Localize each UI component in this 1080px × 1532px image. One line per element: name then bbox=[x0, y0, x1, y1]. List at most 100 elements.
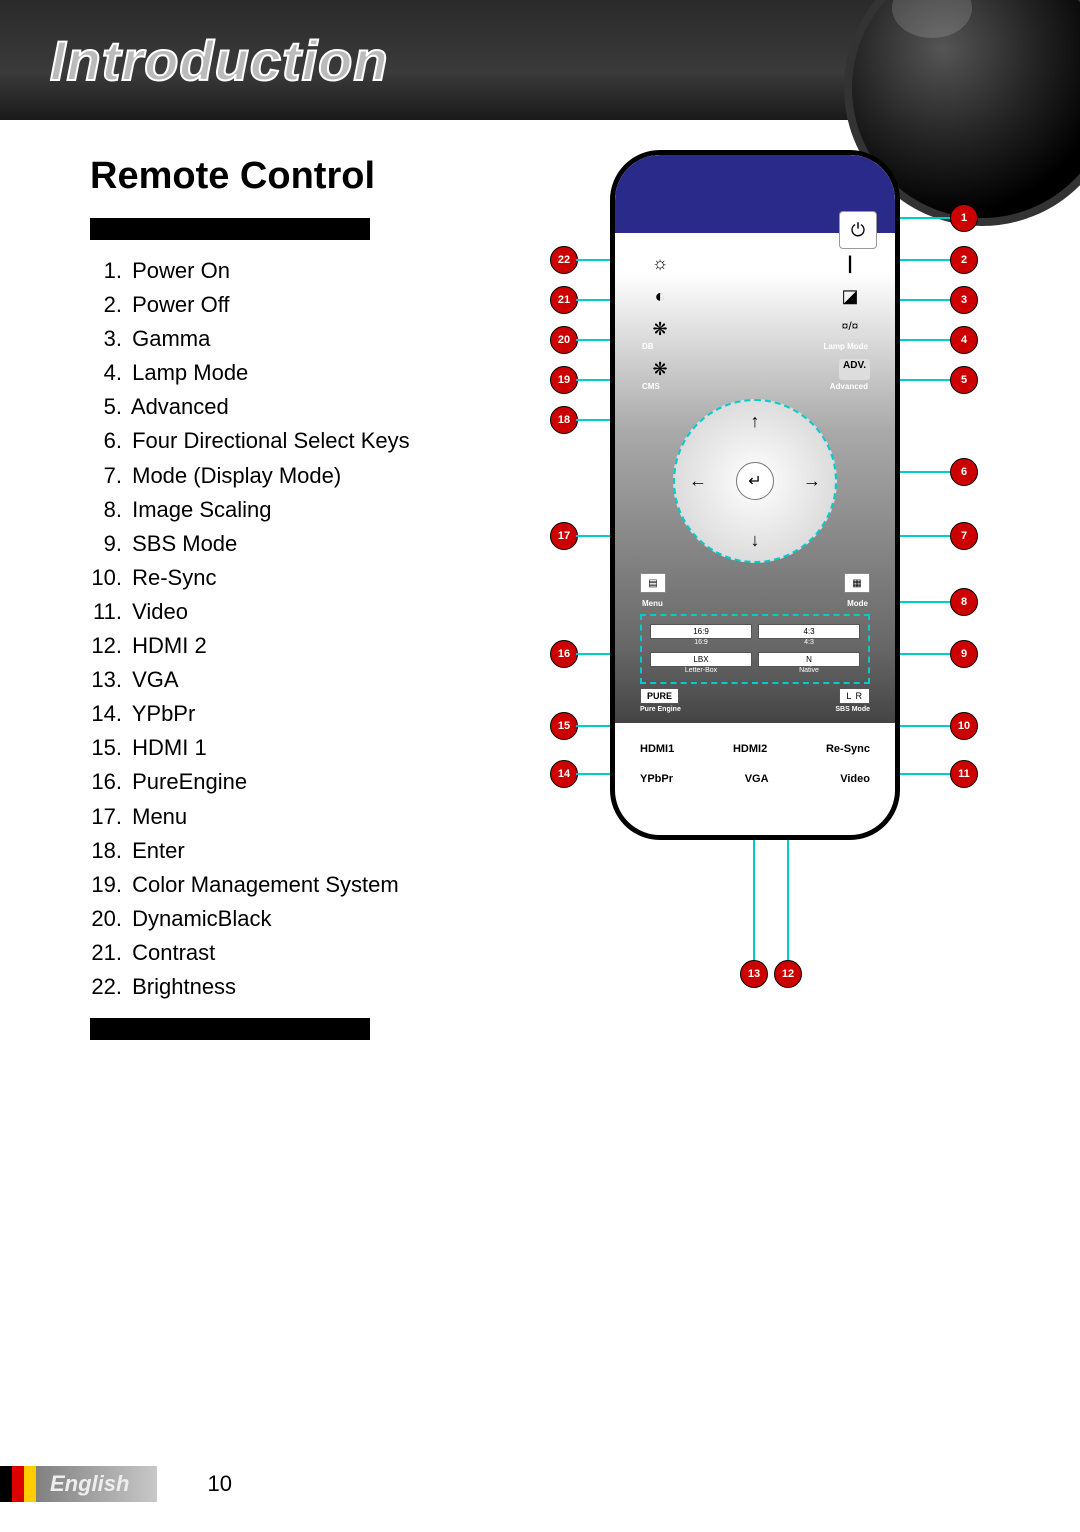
callout-8: 8 bbox=[950, 588, 978, 616]
callout-9: 9 bbox=[950, 640, 978, 668]
lamp-mode-button[interactable]: ¤/¤ bbox=[830, 319, 870, 340]
list-item: 22. Brightness bbox=[90, 970, 530, 1004]
hdmi1-button[interactable]: HDMI1 bbox=[640, 743, 674, 755]
cms-button[interactable]: ❋ bbox=[640, 359, 680, 380]
arrow-down-button[interactable]: ↓ bbox=[751, 530, 760, 551]
flag-icon bbox=[0, 1466, 36, 1502]
callout-3: 3 bbox=[950, 286, 978, 314]
callout-15: 15 bbox=[550, 712, 578, 740]
mode-label: Mode bbox=[847, 599, 868, 608]
sbs-mode-button[interactable]: L R bbox=[839, 688, 870, 704]
callout-2: 2 bbox=[950, 246, 978, 274]
dynamicblack-button[interactable]: ❋ bbox=[640, 319, 680, 340]
arrow-left-button[interactable]: ← bbox=[689, 471, 707, 492]
hdmi2-button[interactable]: HDMI2 bbox=[733, 743, 767, 755]
advanced-button[interactable]: ADV. bbox=[839, 359, 870, 380]
vga-button[interactable]: VGA bbox=[745, 773, 769, 785]
4-3-button[interactable]: 4:3 bbox=[758, 624, 860, 639]
resync-button[interactable]: Re-Sync bbox=[826, 743, 870, 755]
pureengine-button[interactable]: PURE bbox=[640, 688, 679, 704]
pureengine-label: Pure Engine bbox=[640, 706, 681, 713]
list-item: 1. Power On bbox=[90, 254, 530, 288]
db-label: DB bbox=[642, 342, 654, 351]
list-item: 21. Contrast bbox=[90, 936, 530, 970]
decorative-bar-bottom bbox=[90, 1018, 370, 1040]
power-off-button[interactable]: | bbox=[830, 253, 870, 274]
directional-pad[interactable]: ↑ ↓ ← → ↵ bbox=[673, 399, 837, 563]
contrast-button[interactable]: ◐ bbox=[640, 286, 680, 307]
header-title: Introduction bbox=[50, 28, 389, 93]
arrow-up-button[interactable]: ↑ bbox=[751, 411, 760, 432]
left-column: Remote Control 1. Power On2. Power Off3.… bbox=[90, 150, 530, 1054]
list-item: 17. Menu bbox=[90, 800, 530, 834]
list-item: 9. SBS Mode bbox=[90, 527, 530, 561]
native-label: Native bbox=[758, 667, 860, 674]
list-item: 16. PureEngine bbox=[90, 765, 530, 799]
callout-22: 22 bbox=[550, 246, 578, 274]
menu-button[interactable]: ▤ bbox=[640, 573, 666, 593]
page-header: Introduction bbox=[0, 0, 1080, 120]
arrow-right-button[interactable]: → bbox=[803, 471, 821, 492]
list-item: 10. Re-Sync bbox=[90, 561, 530, 595]
page-footer: English 10 bbox=[0, 1466, 1080, 1502]
lamp-label: Lamp Mode bbox=[824, 342, 868, 351]
remote-top-panel: ⏻ bbox=[615, 155, 895, 233]
callout-5: 5 bbox=[950, 366, 978, 394]
cms-label: CMS bbox=[642, 382, 660, 391]
remote-body: ⏻ ☼ | ◐ ◪ ❋ ¤/¤ DB Lamp Mode bbox=[610, 150, 900, 840]
remote-diagram: 22212019181716151412345678910111312 ⏻ ☼ … bbox=[530, 150, 1040, 1054]
list-item: 5. Advanced bbox=[90, 390, 530, 424]
list-item: 12. HDMI 2 bbox=[90, 629, 530, 663]
callout-14: 14 bbox=[550, 760, 578, 788]
callout-12: 12 bbox=[774, 960, 802, 988]
letterbox-button[interactable]: LBX bbox=[650, 652, 752, 667]
page-number: 10 bbox=[207, 1471, 231, 1497]
enter-button[interactable]: ↵ bbox=[736, 462, 774, 500]
callout-10: 10 bbox=[950, 712, 978, 740]
advanced-label: Advanced bbox=[830, 382, 868, 391]
feature-list: 1. Power On2. Power Off3. Gamma4. Lamp M… bbox=[90, 254, 530, 1004]
callout-1: 1 bbox=[950, 204, 978, 232]
menu-label: Menu bbox=[642, 599, 663, 608]
list-item: 18. Enter bbox=[90, 834, 530, 868]
decorative-bar-top bbox=[90, 218, 370, 240]
remote-mid-panel: ☼ | ◐ ◪ ❋ ¤/¤ DB Lamp Mode ❋ ADV. bbox=[615, 233, 895, 723]
16-9-button[interactable]: 16:9 bbox=[650, 624, 752, 639]
sbs-label: SBS Mode bbox=[835, 706, 870, 713]
callout-11: 11 bbox=[950, 760, 978, 788]
list-item: 13. VGA bbox=[90, 663, 530, 697]
format-buttons-group: 16:9 16:9 4:3 4:3 LBX Letter-Box N Nativ… bbox=[640, 614, 870, 684]
list-item: 2. Power Off bbox=[90, 288, 530, 322]
list-item: 14. YPbPr bbox=[90, 697, 530, 731]
native-button[interactable]: N bbox=[758, 652, 860, 667]
callout-17: 17 bbox=[550, 522, 578, 550]
callout-20: 20 bbox=[550, 326, 578, 354]
callout-4: 4 bbox=[950, 326, 978, 354]
4-3-label: 4:3 bbox=[758, 639, 860, 646]
list-item: 20. DynamicBlack bbox=[90, 902, 530, 936]
list-item: 15. HDMI 1 bbox=[90, 731, 530, 765]
source-buttons-section: HDMI1 HDMI2 Re-Sync YPbPr VGA Video bbox=[615, 723, 895, 785]
callout-13: 13 bbox=[740, 960, 768, 988]
callout-7: 7 bbox=[950, 522, 978, 550]
content-area: Remote Control 1. Power On2. Power Off3.… bbox=[0, 120, 1080, 1054]
page-title: Remote Control bbox=[90, 155, 530, 198]
list-item: 7. Mode (Display Mode) bbox=[90, 459, 530, 493]
list-item: 3. Gamma bbox=[90, 322, 530, 356]
list-item: 19. Color Management System bbox=[90, 868, 530, 902]
16-9-label: 16:9 bbox=[650, 639, 752, 646]
gamma-button[interactable]: ◪ bbox=[830, 286, 870, 307]
list-item: 6. Four Directional Select Keys bbox=[90, 424, 530, 458]
callout-16: 16 bbox=[550, 640, 578, 668]
language-label: English bbox=[36, 1466, 157, 1502]
power-on-button[interactable]: ⏻ bbox=[839, 211, 877, 249]
list-item: 4. Lamp Mode bbox=[90, 356, 530, 390]
video-button[interactable]: Video bbox=[840, 773, 870, 785]
ypbpr-button[interactable]: YPbPr bbox=[640, 773, 673, 785]
callout-18: 18 bbox=[550, 406, 578, 434]
callout-21: 21 bbox=[550, 286, 578, 314]
brightness-button[interactable]: ☼ bbox=[640, 253, 680, 274]
callout-6: 6 bbox=[950, 458, 978, 486]
list-item: 8. Image Scaling bbox=[90, 493, 530, 527]
mode-button[interactable]: ▦ bbox=[844, 573, 870, 593]
